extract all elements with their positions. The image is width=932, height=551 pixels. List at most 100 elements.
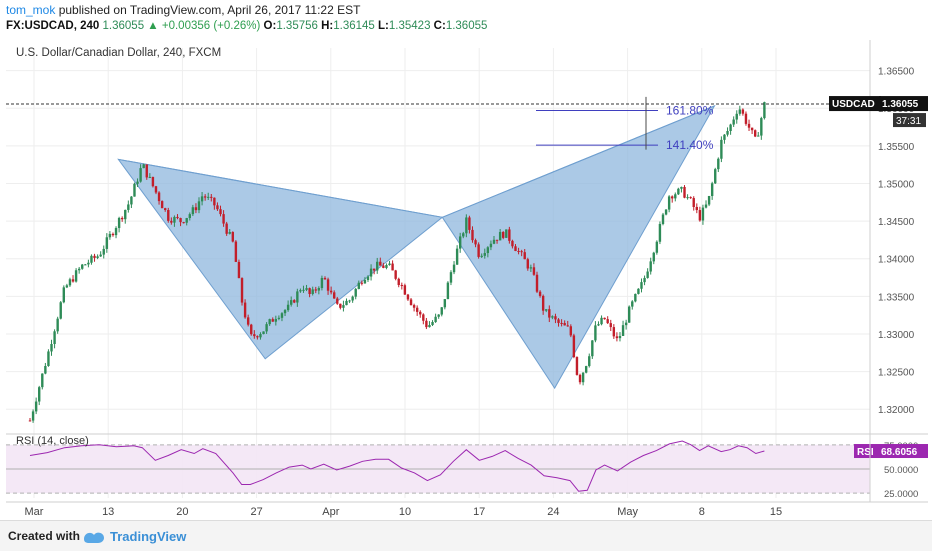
time-tick-label: 27 — [250, 506, 262, 518]
candle-body — [671, 196, 674, 199]
candle-body — [207, 196, 210, 198]
candle-body — [698, 210, 702, 221]
candle-body — [505, 229, 508, 238]
candle-body — [563, 323, 566, 326]
candle-body — [538, 291, 542, 296]
candle-body — [419, 311, 422, 315]
countdown-bg — [893, 113, 926, 128]
candle-body — [111, 233, 115, 236]
candle-body — [747, 123, 751, 128]
candle-body — [680, 186, 683, 189]
candle-body — [44, 365, 47, 374]
candle-body — [157, 192, 161, 202]
candle-body — [403, 285, 407, 295]
candle-body — [560, 322, 563, 324]
candle-body — [210, 196, 213, 198]
fib-level-label: 161.80% — [666, 103, 714, 117]
candle-body — [658, 223, 662, 242]
candle-body — [452, 264, 456, 273]
candle-body — [200, 196, 204, 202]
candle-body — [240, 278, 244, 303]
tradingview-brand[interactable]: TradingView — [110, 529, 187, 544]
chart-canvas[interactable]: 161.80%141.40% 75.000050.000025.0000RSI6… — [6, 40, 928, 520]
candle-body — [314, 289, 317, 291]
candle-body — [600, 317, 603, 325]
candle-body — [289, 300, 293, 305]
candle-body — [203, 196, 207, 198]
candle-body — [133, 183, 136, 197]
time-tick-label: 20 — [176, 506, 188, 518]
candle-body — [615, 336, 619, 339]
candle-body — [302, 289, 305, 291]
candle-body — [194, 207, 198, 211]
candle-body — [50, 344, 53, 352]
candle-body — [458, 236, 462, 249]
candle-body — [710, 183, 714, 197]
candle-body — [720, 139, 723, 159]
rsi-title: RSI (14, close) — [16, 435, 89, 447]
candle-body — [53, 331, 56, 345]
candle-body — [164, 208, 167, 211]
candle-body — [425, 320, 428, 328]
candle-body — [612, 327, 616, 337]
candle-body — [406, 294, 410, 300]
high-value: 1.36145 — [333, 20, 375, 32]
candle-body — [753, 130, 757, 137]
candle-body — [234, 241, 238, 262]
candle-body — [311, 289, 314, 295]
candle-body — [354, 288, 357, 297]
candle-body — [588, 356, 591, 367]
candle-body — [704, 204, 708, 208]
candle-body — [376, 261, 379, 271]
candle-body — [594, 325, 597, 341]
candle-body — [498, 231, 502, 241]
candle-body — [434, 316, 437, 323]
candle-body — [502, 231, 505, 238]
candle-body — [87, 262, 90, 265]
candle-body — [689, 197, 692, 199]
candle-body — [627, 306, 631, 323]
tradingview-logo-icon[interactable] — [82, 527, 106, 545]
candle-body — [468, 217, 471, 230]
candle-body — [117, 217, 121, 229]
candle-body — [139, 168, 142, 182]
candle-body — [84, 264, 87, 266]
candle-body — [428, 325, 431, 328]
candle-body — [243, 302, 247, 318]
candle-body — [170, 220, 173, 223]
candle-body — [345, 300, 348, 306]
candle-body — [541, 295, 545, 311]
candle-body — [692, 198, 695, 207]
candle-body — [760, 118, 763, 136]
price-tick-label: 1.34000 — [878, 255, 915, 266]
candle-body — [391, 263, 394, 271]
candle-body — [96, 256, 99, 258]
candle-body — [664, 209, 668, 215]
price-tick-label: 1.32000 — [878, 405, 915, 416]
candle-body — [329, 290, 333, 293]
candle-body — [320, 277, 324, 289]
symbol-tag-label: USDCAD — [832, 99, 875, 110]
candle-body — [409, 299, 413, 306]
candle-body — [188, 214, 191, 219]
author-link[interactable]: tom_mok — [6, 3, 56, 17]
candle-body — [299, 290, 302, 292]
chart-title: U.S. Dollar/Canadian Dollar, 240, FXCM — [16, 47, 221, 59]
candle-body — [56, 318, 59, 332]
candle-body — [90, 255, 93, 263]
candle-body — [93, 255, 96, 258]
candle-body — [228, 232, 231, 234]
open-value: 1.35756 — [276, 20, 318, 32]
candle-body — [584, 366, 588, 373]
low-value: 1.35423 — [388, 20, 431, 32]
close-value: 1.36055 — [445, 20, 488, 32]
candle-body — [136, 181, 139, 184]
candle-body — [286, 304, 290, 311]
candle-body — [167, 210, 170, 221]
candle-body — [65, 285, 69, 288]
candle-body — [62, 287, 66, 303]
candle-body — [382, 265, 385, 268]
candle-body — [216, 205, 219, 210]
candle-body — [637, 288, 640, 294]
candle-body — [348, 300, 351, 302]
